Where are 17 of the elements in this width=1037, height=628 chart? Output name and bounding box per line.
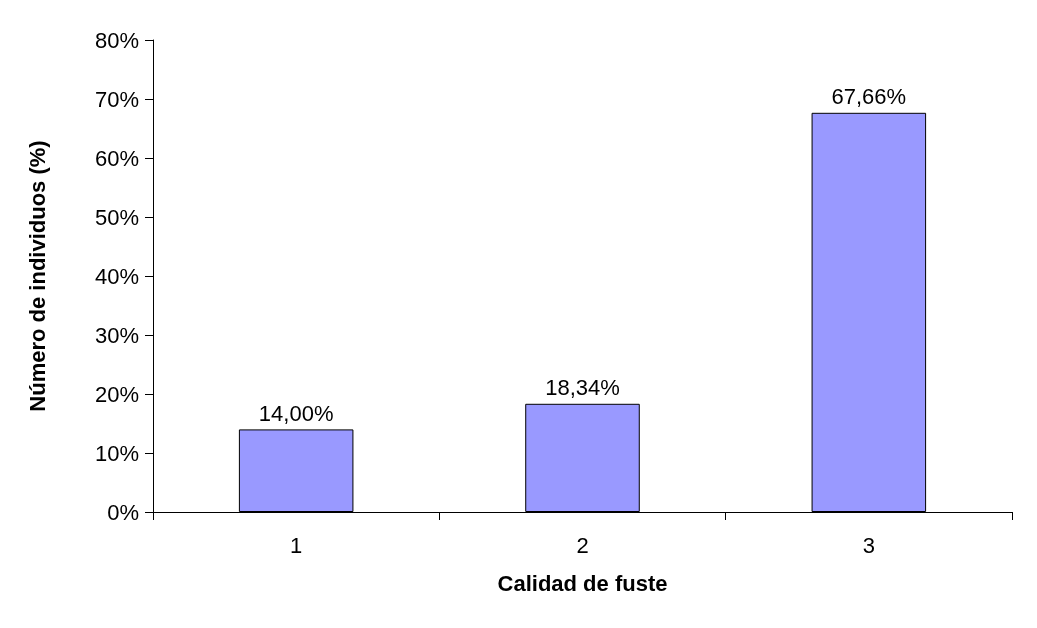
- x-tick-label: 1: [290, 532, 303, 558]
- x-tick-label: 2: [576, 532, 589, 558]
- y-tick-label: 10%: [94, 440, 139, 466]
- y-tick-label: 80%: [94, 27, 139, 53]
- data-label: 14,00%: [258, 400, 334, 426]
- y-axis-title: Número de individuos (%): [24, 140, 50, 412]
- y-tick-label: 70%: [94, 86, 139, 112]
- data-label: 67,66%: [831, 84, 907, 110]
- x-tick-label: 3: [862, 532, 875, 558]
- y-tick-label: 20%: [94, 381, 139, 407]
- x-axis-title: Calidad de fuste: [497, 570, 668, 596]
- y-tick-label: 50%: [94, 204, 139, 230]
- y-tick-label: 60%: [94, 145, 139, 171]
- y-tick-label: 30%: [94, 322, 139, 348]
- y-tick-label: 40%: [94, 263, 139, 289]
- data-label: 18,34%: [545, 375, 620, 401]
- y-tick-label: 0%: [107, 499, 139, 525]
